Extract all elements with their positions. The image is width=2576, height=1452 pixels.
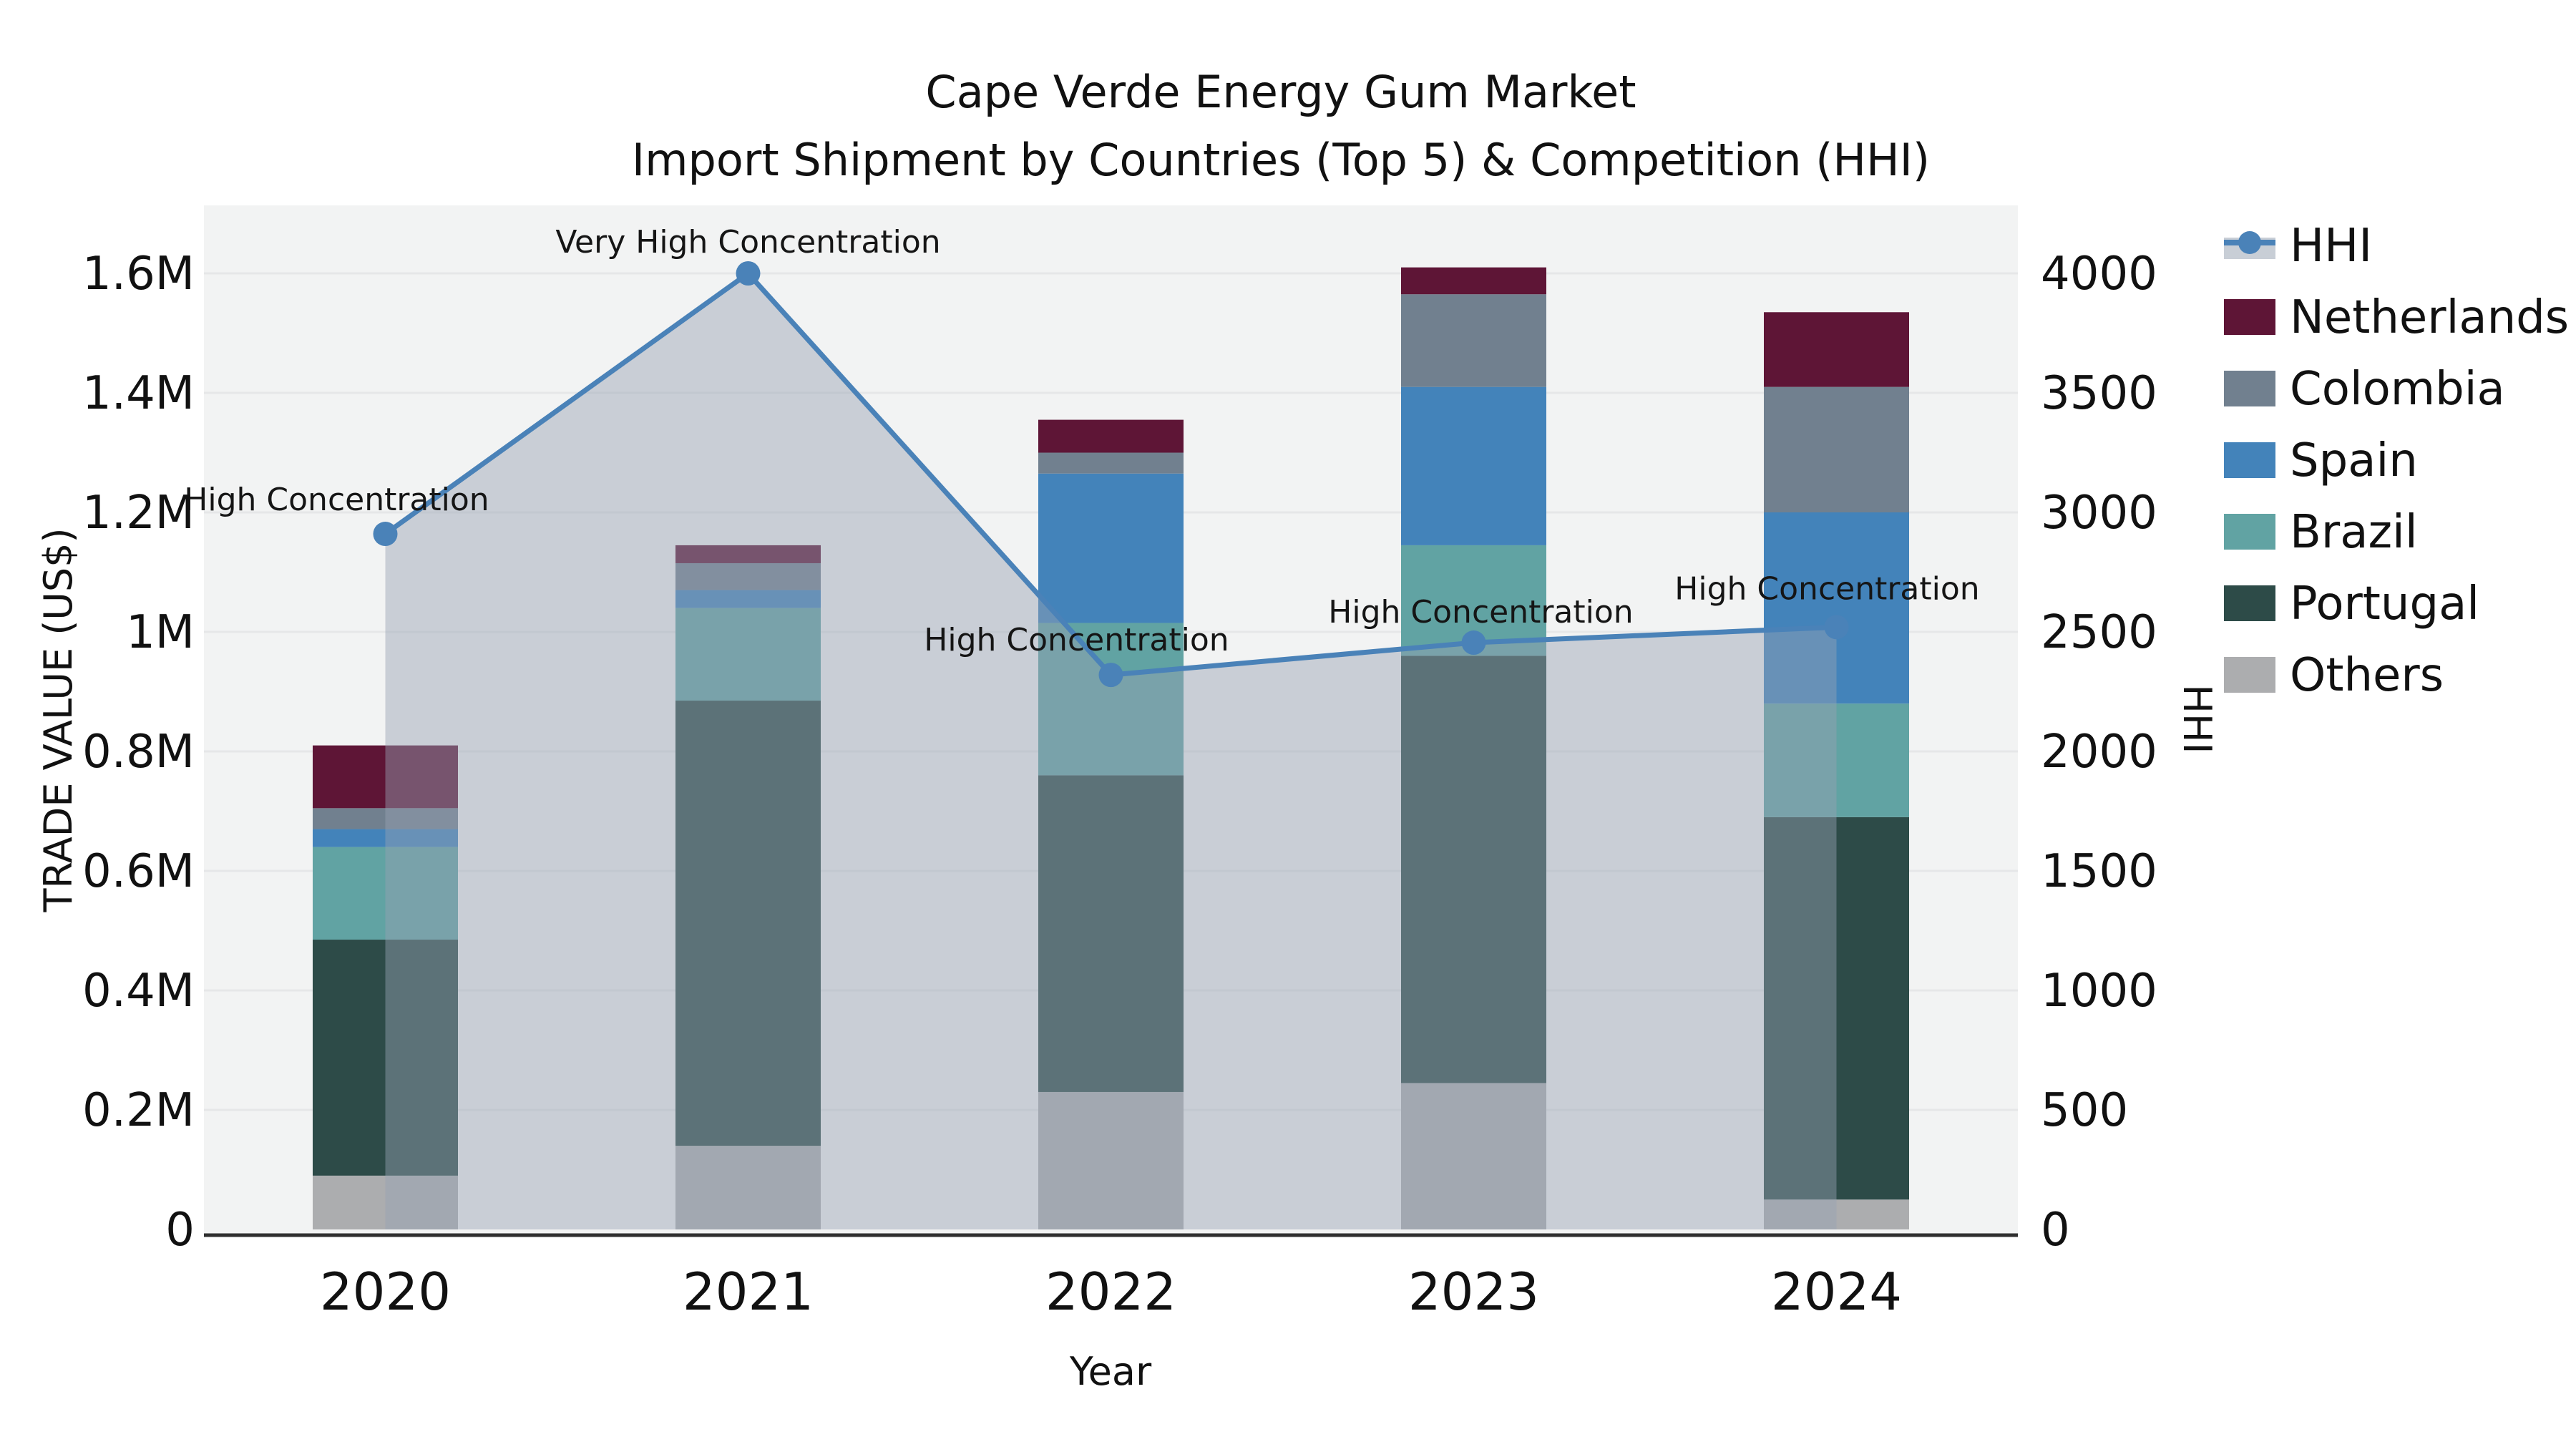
bar-segment-portugal-2021 bbox=[675, 701, 821, 1146]
y-axis-left-ticks: 0 0.2M 0.4M 0.6M 0.8M 1M 1.2M 1.4M 1.6M bbox=[82, 248, 195, 1257]
bar-segment-netherlands-2023 bbox=[1401, 267, 1546, 295]
y-axis-right-ticks: 0 500 1000 1500 2000 2500 3000 3500 4000 bbox=[2041, 248, 2157, 1257]
legend-label-brazil: Brazil bbox=[2290, 506, 2418, 559]
y-right-tick-1500: 1500 bbox=[2041, 845, 2157, 898]
x-tick-2021: 2021 bbox=[683, 1262, 814, 1322]
y-right-tick-500: 500 bbox=[2041, 1084, 2128, 1137]
annotation-2023: High Concentration bbox=[1328, 594, 1633, 630]
bar-segment-others-2022 bbox=[1038, 1091, 1184, 1229]
bar-segment-netherlands-2024 bbox=[1764, 312, 1909, 387]
legend-label-others: Others bbox=[2290, 649, 2444, 702]
bar-segment-colombia-2022 bbox=[1038, 452, 1184, 474]
y-axis-right-title: HHI bbox=[2175, 684, 2220, 754]
x-tick-2022: 2022 bbox=[1045, 1262, 1176, 1322]
bar-segment-others-2020 bbox=[313, 1175, 458, 1229]
bar-segment-spain-2020 bbox=[313, 829, 458, 847]
bar-segment-portugal-2020 bbox=[313, 940, 458, 1176]
y-left-tick-0.4M: 0.4M bbox=[82, 965, 195, 1018]
legend-label-portugal: Portugal bbox=[2290, 578, 2479, 630]
bar-segment-colombia-2021 bbox=[675, 562, 821, 590]
y-left-tick-0.2M: 0.2M bbox=[82, 1084, 195, 1137]
bar-segment-spain-2024 bbox=[1764, 512, 1909, 704]
bar-segment-portugal-2024 bbox=[1764, 817, 1909, 1200]
y-right-tick-1000: 1000 bbox=[2041, 965, 2157, 1018]
legend-swatch-others bbox=[2224, 657, 2275, 693]
legend-swatch-netherlands bbox=[2224, 299, 2275, 335]
bar-segment-brazil-2024 bbox=[1764, 703, 1909, 817]
hhi-marker-2022 bbox=[1098, 663, 1123, 688]
annotation-2021: Very High Concentration bbox=[555, 224, 940, 260]
x-tick-2024: 2024 bbox=[1771, 1262, 1902, 1322]
bar-segment-brazil-2022 bbox=[1038, 623, 1184, 776]
bar-segment-brazil-2020 bbox=[313, 847, 458, 940]
annotation-2022: High Concentration bbox=[924, 622, 1229, 658]
x-axis-title: Year bbox=[1069, 1349, 1152, 1394]
hhi-markers bbox=[373, 261, 1849, 688]
legend-swatch-brazil bbox=[2224, 514, 2275, 550]
y-right-tick-3500: 3500 bbox=[2041, 367, 2157, 420]
y-left-tick-0.6M: 0.6M bbox=[82, 845, 195, 898]
y-right-tick-0: 0 bbox=[2041, 1204, 2070, 1257]
y-left-tick-1.2M: 1.2M bbox=[82, 487, 195, 540]
legend-label-colombia: Colombia bbox=[2290, 363, 2505, 416]
hhi-marker-2020 bbox=[373, 522, 398, 547]
y-right-tick-3000: 3000 bbox=[2041, 487, 2157, 540]
y-left-tick-1.4M: 1.4M bbox=[82, 367, 195, 420]
y-axis-left-title: TRADE VALUE (US$) bbox=[36, 527, 81, 912]
x-tick-2023: 2023 bbox=[1408, 1262, 1539, 1322]
legend: HHI Netherlands Colombia Spain Brazil Portuga… bbox=[2224, 220, 2569, 702]
x-axis-ticks: 2020 2021 2022 2023 2024 bbox=[320, 1262, 1902, 1322]
bar-segment-netherlands-2021 bbox=[675, 545, 821, 563]
hhi-marker-2023 bbox=[1461, 630, 1486, 656]
y-left-tick-1M: 1M bbox=[126, 606, 195, 659]
y-right-tick-4000: 4000 bbox=[2041, 248, 2157, 301]
bar-segment-others-2021 bbox=[675, 1146, 821, 1229]
bar-segment-portugal-2022 bbox=[1038, 775, 1184, 1092]
chart-title-line-1: Cape Verde Energy Gum Market bbox=[925, 66, 1636, 118]
bar-segment-others-2024 bbox=[1764, 1199, 1909, 1229]
hhi-marker-2024 bbox=[1824, 615, 1849, 640]
bar-segment-colombia-2023 bbox=[1401, 294, 1546, 387]
bar-segment-colombia-2024 bbox=[1764, 386, 1909, 512]
legend-swatch-hhi-marker bbox=[2238, 231, 2261, 254]
bar-segment-others-2023 bbox=[1401, 1083, 1546, 1229]
legend-label-hhi: HHI bbox=[2290, 220, 2372, 273]
bar-segment-spain-2021 bbox=[675, 590, 821, 608]
y-right-tick-2000: 2000 bbox=[2041, 726, 2157, 779]
legend-label-netherlands: Netherlands bbox=[2290, 291, 2569, 344]
bar-segment-spain-2022 bbox=[1038, 473, 1184, 623]
chart-title-line-2: Import Shipment by Countries (Top 5) & C… bbox=[632, 134, 1930, 186]
legend-swatch-portugal bbox=[2224, 585, 2275, 621]
legend-swatch-colombia bbox=[2224, 371, 2275, 406]
annotation-2024: High Concentration bbox=[1674, 570, 1979, 607]
stacked-bars bbox=[313, 267, 1909, 1229]
hhi-annotations: High Concentration Very High Concentratio… bbox=[184, 224, 1979, 658]
y-left-tick-0: 0 bbox=[165, 1204, 195, 1257]
y-left-tick-0.8M: 0.8M bbox=[82, 726, 195, 779]
legend-label-spain: Spain bbox=[2290, 434, 2418, 487]
legend-swatch-spain bbox=[2224, 442, 2275, 478]
y-right-tick-2500: 2500 bbox=[2041, 606, 2157, 659]
bar-segment-netherlands-2022 bbox=[1038, 419, 1184, 453]
bar-segment-brazil-2021 bbox=[675, 608, 821, 701]
bar-segment-spain-2023 bbox=[1401, 386, 1546, 545]
bar-segment-portugal-2023 bbox=[1401, 656, 1546, 1083]
bar-segment-colombia-2020 bbox=[313, 808, 458, 829]
hhi-marker-2021 bbox=[736, 261, 761, 286]
y-left-tick-1.6M: 1.6M bbox=[82, 248, 195, 301]
annotation-2020: High Concentration bbox=[184, 482, 489, 518]
x-tick-2020: 2020 bbox=[320, 1262, 451, 1322]
bar-segment-netherlands-2020 bbox=[313, 745, 458, 809]
hhi-area-fill bbox=[385, 273, 1837, 1229]
